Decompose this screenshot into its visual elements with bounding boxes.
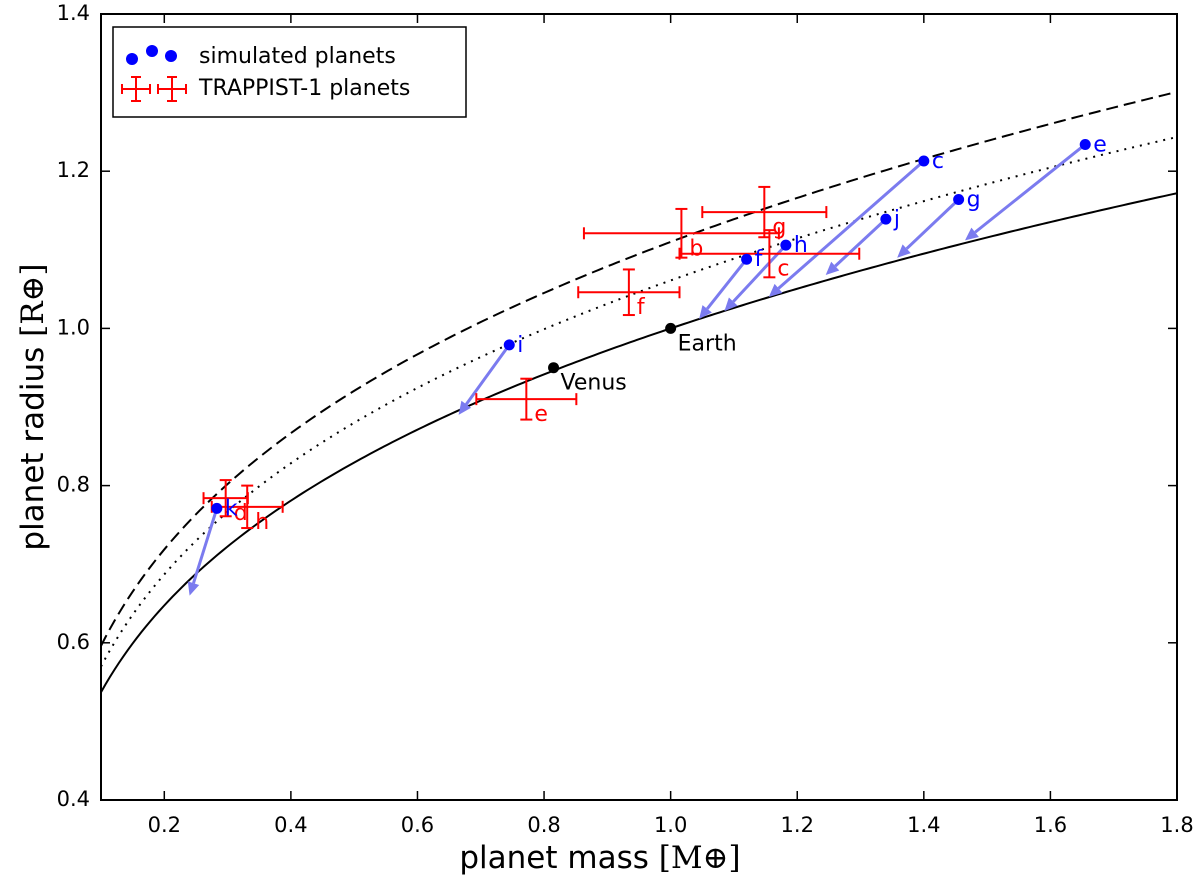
reference-label-earth: Earth: [678, 331, 737, 356]
plot-frame: [100, 13, 1178, 801]
trappist-label-e: e: [534, 402, 548, 427]
simulated-point-f: [741, 253, 753, 265]
simulated-label-g: g: [967, 187, 981, 212]
trappist-label-b: b: [689, 236, 703, 261]
y-tick-label: 1.0: [57, 315, 90, 339]
x-tick-label: 0.4: [274, 813, 307, 837]
x-tick-label: 0.6: [401, 813, 434, 837]
simulated-label-e: e: [1093, 132, 1107, 157]
x-tick-label: 0.2: [148, 813, 181, 837]
legend-simulated-dot: [126, 53, 138, 65]
x-tick-label: 0.8: [527, 813, 560, 837]
reference-label-venus: Venus: [561, 371, 627, 396]
legend-trappist-label: TRAPPIST-1 planets: [198, 76, 410, 101]
arrow-head-e: [965, 227, 979, 241]
y-tick-label: 0.4: [57, 787, 90, 811]
trappist-errorbar-g: g: [701, 185, 828, 240]
curve-layer: [100, 90, 1178, 693]
y-tick-label: 1.2: [57, 158, 90, 182]
legend-simulated-dot: [146, 45, 158, 57]
simulated-point-g: [953, 193, 965, 205]
trappist-label-c: c: [777, 257, 789, 282]
arrow-shaft-f: [706, 258, 748, 310]
arrow-shaft-j: [834, 218, 887, 268]
legend-box: [112, 26, 467, 118]
arrow-shaft-k: [192, 507, 219, 584]
arrow-head-c: [768, 283, 783, 297]
legend-trappist-marker: [121, 76, 187, 102]
tick-layer: 0.2 0.4 0.6 0.8 1.0 1.2 1.4 1.6 1.8 0.4 0.6 0.8 1.0 1…: [57, 1, 1194, 837]
curve-dashed: [100, 90, 1178, 647]
trappist-errorbar-h: h: [210, 484, 284, 535]
x-tick-label: 1.0: [654, 813, 687, 837]
arrow-head-k: [187, 581, 200, 596]
legend-simulated-marker: [126, 45, 177, 65]
y-tick-label: 0.6: [57, 630, 90, 654]
x-axis-title: planet mass [M⊕]: [459, 840, 740, 876]
x-tick-label: 1.6: [1034, 813, 1067, 837]
arrow-shaft-i: [465, 344, 511, 406]
arrow-head-f: [699, 305, 712, 319]
simulated-label-k: k: [225, 496, 238, 521]
simulated-label-h: h: [794, 233, 808, 258]
arrow-shaft-e: [974, 143, 1087, 234]
trappist-label-f: f: [637, 295, 646, 320]
legend-simulated-label: simulated planets: [199, 44, 396, 69]
arrow-head-h: [724, 297, 738, 312]
x-tick-label: 1.2: [781, 813, 814, 837]
x-tick-label: 1.4: [907, 813, 940, 837]
simulated-point-e: [1079, 138, 1091, 150]
legend-simulated-dot: [165, 50, 177, 62]
trappist-label-h: h: [255, 510, 269, 535]
simulated-label-i: i: [517, 333, 523, 358]
trappist-errorbar-b: b: [582, 207, 780, 261]
simulated-label-c: c: [932, 149, 944, 174]
arrow-head-j: [825, 261, 840, 275]
x-axis-label: planet mass [M⊕]: [459, 840, 740, 876]
arrow-head-i: [458, 400, 472, 415]
simulated-point-c: [918, 155, 930, 167]
reference-point-venus: [548, 362, 560, 374]
arrow-shaft-c: [777, 159, 925, 290]
simulated-label-j: j: [893, 207, 900, 232]
arrow-layer: [187, 143, 1087, 596]
simulated-point-j: [880, 213, 892, 225]
x-tick-label: 1.8: [1160, 813, 1193, 837]
curve-dotted: [100, 136, 1178, 668]
simulated-label-f: f: [755, 247, 764, 272]
trappist-errorbar-f: f: [577, 268, 681, 320]
curve-solid: [100, 192, 1178, 693]
simulated-point-i: [503, 339, 515, 351]
simulated-point-h: [780, 239, 792, 251]
simulated-point-k: [211, 502, 223, 514]
trappist-label-g: g: [772, 215, 786, 240]
point-layer: c e g j h f i k Earth Venus: [211, 132, 1107, 521]
arrow-head-g: [897, 244, 911, 258]
y-tick-label: 1.4: [57, 1, 90, 25]
arrow-shaft-g: [905, 198, 960, 250]
reference-point-earth: [665, 322, 677, 334]
legend: simulated planets TRAPPIST-1 planets: [112, 26, 467, 118]
trappist-errorbar-e: e: [475, 377, 578, 427]
y-axis-title: planet radius [R⊕]: [15, 263, 51, 550]
y-tick-label: 0.8: [57, 473, 90, 497]
y-axis-label: planet radius [R⊕]: [15, 263, 51, 550]
